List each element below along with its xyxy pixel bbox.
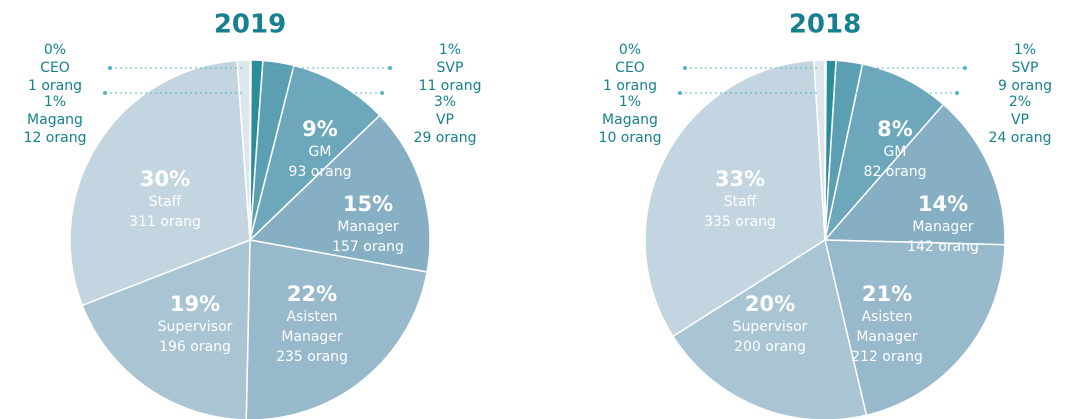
percent-label: 0%: [44, 42, 66, 58]
count-label: 1 orang: [28, 78, 82, 94]
percent-label: 8%: [877, 117, 913, 141]
leader-dot: [678, 91, 682, 95]
leader-dot: [388, 66, 392, 70]
category-label: VP: [436, 112, 454, 128]
chart-title: 2019: [214, 10, 286, 40]
category-label: SVP: [1012, 60, 1039, 76]
category-label: Magang: [27, 112, 83, 128]
pie-slice: [644, 59, 826, 338]
percent-label: 3%: [434, 94, 456, 110]
count-label: 142 orang: [907, 239, 979, 255]
count-label: 311 orang: [129, 214, 201, 230]
chart-title: 2018: [789, 10, 861, 40]
category-label: Staff: [149, 194, 182, 210]
category-label: Asisten Manager: [281, 309, 343, 345]
percent-label: 33%: [715, 167, 765, 191]
percent-label: 1%: [439, 42, 461, 58]
pie-slice: [248, 114, 431, 273]
category-label: Staff: [724, 194, 757, 210]
leader-dot: [103, 91, 107, 95]
percent-label: 1%: [1014, 42, 1036, 58]
percent-label: 21%: [862, 282, 912, 306]
percent-label: 14%: [918, 192, 968, 216]
pie-slice: [248, 64, 381, 243]
percent-label: 30%: [140, 167, 190, 191]
percent-label: 22%: [287, 282, 337, 306]
category-label: VP: [1011, 112, 1029, 128]
percent-label: 9%: [302, 117, 338, 141]
pie-slice: [824, 239, 1006, 417]
percent-label: 15%: [343, 192, 393, 216]
count-label: 24 orang: [989, 130, 1052, 146]
category-label: Supervisor: [158, 319, 233, 335]
category-label: GM: [309, 144, 332, 160]
leader-dot: [108, 66, 112, 70]
leader-dot: [955, 91, 959, 95]
count-label: 10 orang: [599, 130, 662, 146]
category-label: Manager: [912, 219, 974, 235]
count-label: 235 orang: [276, 349, 348, 365]
percent-label: 19%: [170, 292, 220, 316]
leader-dot: [380, 91, 384, 95]
category-label: Supervisor: [733, 319, 808, 335]
count-label: 11 orang: [419, 78, 482, 94]
pie-slice: [823, 63, 945, 243]
count-label: 82 orang: [864, 164, 927, 180]
category-label: Manager: [337, 219, 399, 235]
percent-label: 20%: [745, 292, 795, 316]
category-label: GM: [884, 144, 907, 160]
percent-label: 1%: [619, 94, 641, 110]
category-label: Magang: [602, 112, 658, 128]
count-label: 212 orang: [851, 349, 923, 365]
pie-slice: [245, 239, 428, 419]
count-label: 9 orang: [998, 78, 1052, 94]
leader-dot: [963, 66, 967, 70]
count-label: 93 orang: [289, 164, 352, 180]
percent-label: 2%: [1009, 94, 1031, 110]
pie-slice: [236, 59, 251, 241]
count-label: 1 orang: [603, 78, 657, 94]
count-label: 200 orang: [734, 339, 806, 355]
leader-dot: [683, 66, 687, 70]
category-label: Asisten Manager: [856, 309, 918, 345]
percent-label: 1%: [44, 94, 66, 110]
count-label: 29 orang: [414, 130, 477, 146]
count-label: 12 orang: [24, 130, 87, 146]
category-label: CEO: [40, 60, 70, 76]
pie-slice: [81, 238, 251, 419]
count-label: 157 orang: [332, 239, 404, 255]
percent-label: 0%: [619, 42, 641, 58]
count-label: 196 orang: [159, 339, 231, 355]
pie-slice: [813, 59, 826, 241]
count-label: 335 orang: [704, 214, 776, 230]
pie-slice: [823, 103, 1006, 246]
category-label: SVP: [437, 60, 464, 76]
category-label: CEO: [615, 60, 645, 76]
